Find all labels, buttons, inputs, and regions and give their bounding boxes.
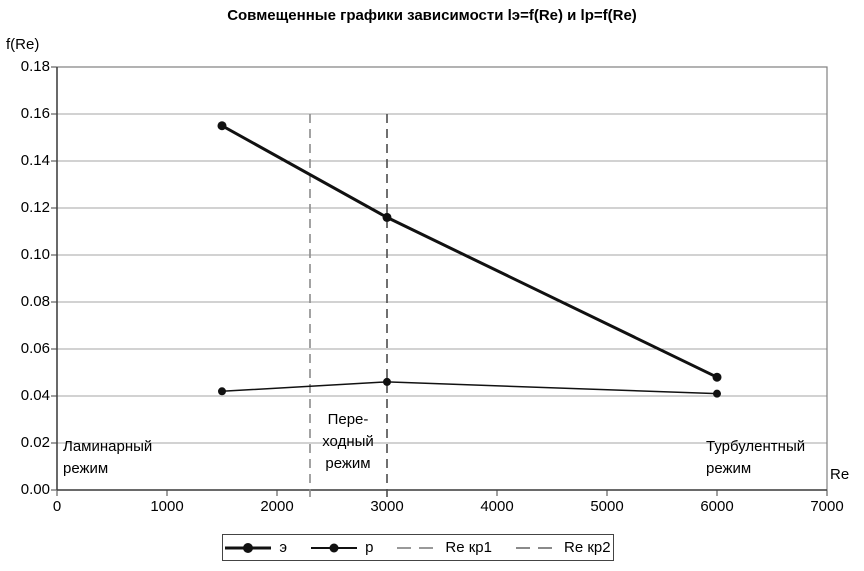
- legend-label: Re кр1: [445, 539, 492, 556]
- y-tick-label: 0.16: [20, 105, 50, 122]
- marker-line-swatch-icon: [225, 542, 272, 553]
- y-tick-label: 0.08: [20, 293, 50, 310]
- y-tick-label: 0.06: [20, 340, 50, 357]
- x-tick-label: 2000: [260, 498, 294, 515]
- legend-label: Re кр2: [564, 539, 611, 556]
- x-tick-label: 5000: [590, 498, 624, 515]
- x-tick-label: 6000: [700, 498, 734, 515]
- annotation-laminar-regime: Ламинарный режим: [63, 438, 153, 477]
- legend-label: p: [365, 539, 374, 556]
- legend-label: э: [279, 539, 288, 556]
- y-tick-label: 0.02: [20, 434, 50, 451]
- series-marker-p: [713, 389, 721, 398]
- series-line-э: [220, 124, 719, 379]
- y-axis-title: f(Re): [6, 36, 40, 53]
- series-marker-э: [712, 372, 722, 382]
- x-tick-label: 7000: [810, 498, 844, 515]
- annotation-turbulent-regime: Турбулентный режим: [706, 438, 806, 477]
- x-tick-label: 4000: [480, 498, 514, 515]
- x-tick-label: 0: [52, 498, 62, 515]
- marker-line-swatch-icon: [311, 542, 358, 553]
- x-tick-label: 3000: [370, 498, 404, 515]
- legend-item-Re-кр2: Re кр2: [516, 539, 611, 556]
- chart-title: Совмещенные графики зависимости lэ=f(Re)…: [227, 7, 637, 24]
- legend-item-p: p: [311, 539, 373, 556]
- series-line-p: [221, 381, 718, 395]
- series-marker-э: [382, 212, 392, 222]
- plot-frame: [56, 66, 828, 491]
- dashed-line-swatch-icon: [397, 546, 437, 549]
- legend-item-э: э: [225, 539, 287, 556]
- y-tick-label: 0.04: [20, 387, 50, 404]
- annotation-transitional-regime: Пере- ходный режим: [322, 411, 374, 472]
- y-tick-label: 0.10: [20, 246, 50, 263]
- legend: э p Re кр1 Re кр2: [222, 534, 614, 561]
- legend-item-Re-кр1: Re кр1: [397, 539, 492, 556]
- plot-area: [51, 66, 828, 497]
- y-tick-label: 0.00: [20, 481, 50, 498]
- y-tick-label: 0.18: [20, 58, 50, 75]
- x-tick-label: 1000: [150, 498, 184, 515]
- y-tick-label: 0.14: [20, 152, 50, 169]
- dashed-line-swatch-icon: [516, 546, 556, 549]
- series-marker-p: [383, 377, 391, 386]
- y-tick-label: 0.12: [20, 199, 50, 216]
- series-marker-э: [217, 121, 227, 131]
- series-marker-p: [218, 387, 226, 396]
- x-axis-title: Re: [830, 466, 850, 483]
